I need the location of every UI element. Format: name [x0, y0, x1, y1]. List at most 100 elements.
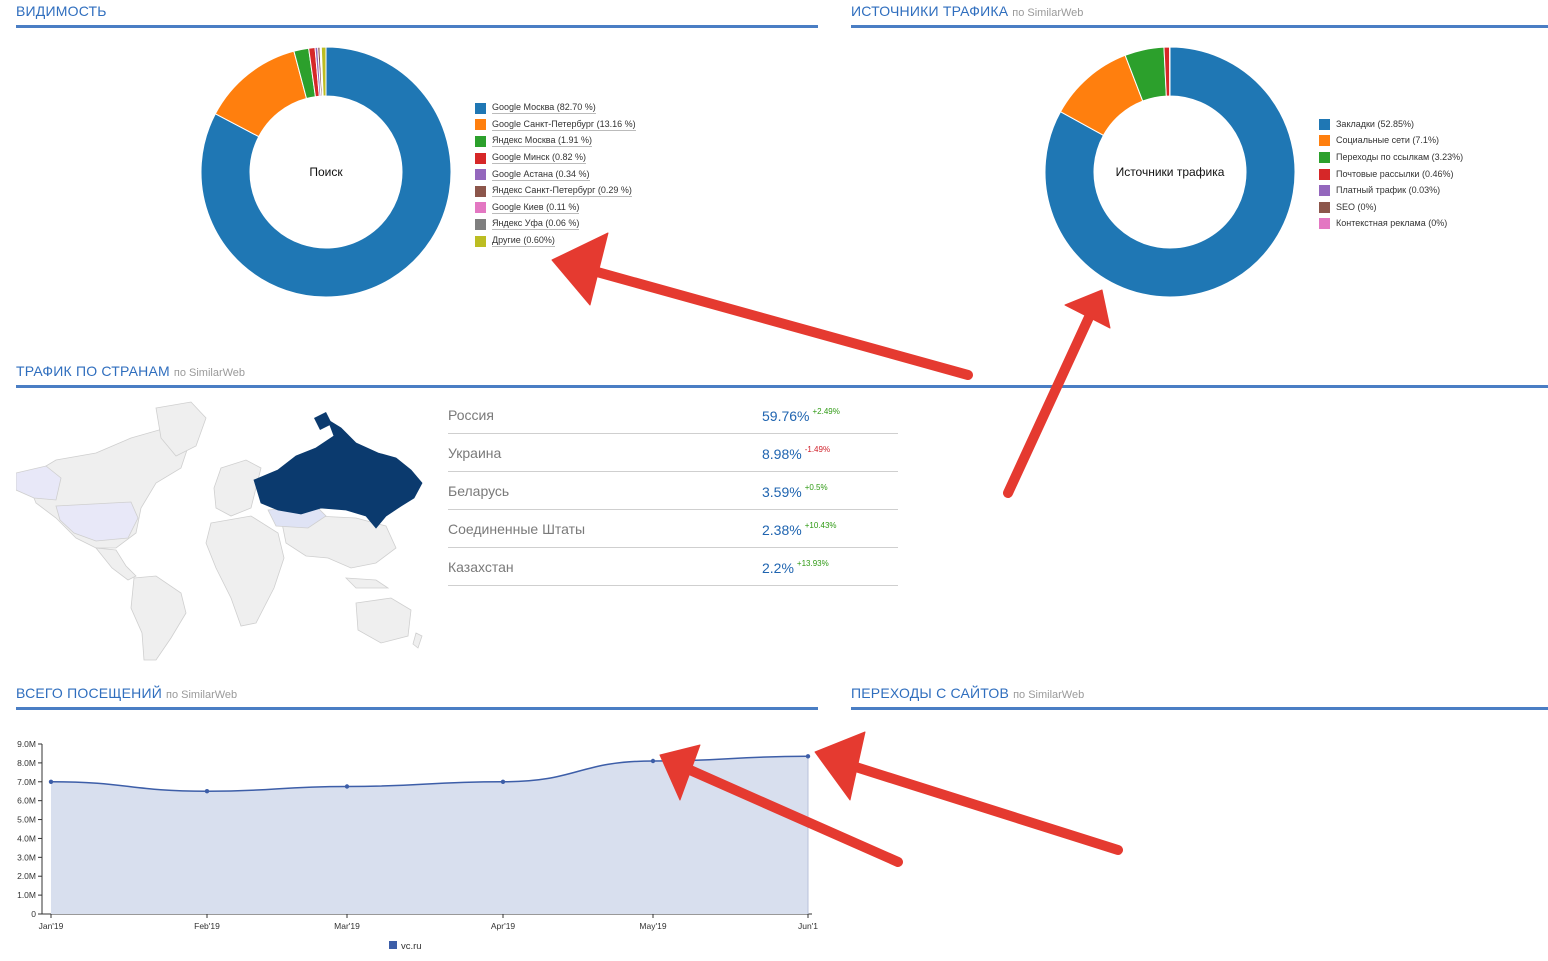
- traffic-sources-subtitle: по SimilarWeb: [1012, 7, 1084, 19]
- map-south-america: [130, 575, 187, 661]
- area-fill: [51, 756, 808, 914]
- map-russia: [253, 419, 423, 529]
- donut-slice[interactable]: [320, 46, 327, 97]
- series-legend-label[interactable]: vc.ru: [401, 941, 422, 952]
- map-asia-south: [280, 515, 397, 569]
- world-map: [16, 401, 423, 661]
- legend-label: Яндекс Уфа (0.06 %): [492, 218, 580, 231]
- legend-item[interactable]: Яндекс Уфа (0.06 %): [475, 216, 636, 233]
- legend-label: Google Киев (0.11 %): [492, 201, 580, 214]
- country-share-delta: +2.49%: [812, 407, 840, 416]
- traffic-by-country-subtitle: по SimilarWeb: [173, 367, 246, 379]
- legend-item[interactable]: SEO (0%): [1319, 199, 1463, 216]
- legend-item[interactable]: Другие (0.60%): [475, 233, 636, 250]
- referrals-header: ПЕРЕХОДЫ С САЙТОВ по SimilarWeb: [851, 685, 1548, 710]
- x-tick-label: May'19: [639, 921, 666, 931]
- legend-label: SEO (0%): [1336, 201, 1377, 212]
- legend-item[interactable]: Google Киев (0.11 %): [475, 200, 636, 217]
- country-name: Россия: [448, 407, 494, 423]
- data-point[interactable]: [650, 758, 656, 764]
- x-tick-label: Mar'19: [334, 921, 360, 931]
- visibility-header: ВИДИМОСТЬ: [16, 3, 818, 28]
- legend-label: Социальные сети (7.1%): [1336, 135, 1439, 146]
- donut-slice[interactable]: [1044, 46, 1296, 298]
- legend-label: Другие (0.60%): [492, 235, 555, 248]
- x-tick-label: Jan'19: [39, 921, 64, 931]
- legend-item[interactable]: Google Москва (82.70 %): [475, 100, 636, 117]
- referrals-subtitle: по SimilarWeb: [1013, 689, 1085, 701]
- legend-swatch: [1319, 168, 1330, 180]
- y-tick-label: 8.0M: [17, 758, 36, 768]
- map-africa: [205, 515, 285, 627]
- legend-item[interactable]: Google Минск (0.82 %): [475, 150, 636, 167]
- legend-item[interactable]: Переходы по ссылкам (3.23%): [1319, 149, 1463, 166]
- country-share-value: 8.98%: [762, 446, 802, 462]
- traffic-by-country-title: ТРАФИК ПО СТРАНАМ: [16, 363, 170, 379]
- arrow-2-shaft: [1003, 310, 1095, 498]
- legend-swatch: [475, 235, 486, 247]
- traffic-sources-legend: Закладки (52.85%) Социальные сети (7.1%) П…: [1319, 116, 1463, 232]
- x-tick-label: Feb'19: [194, 921, 220, 931]
- search-donut-center-label: Поиск: [309, 165, 343, 179]
- data-point[interactable]: [204, 789, 210, 794]
- country-share-delta: +0.5%: [804, 483, 828, 492]
- legend-swatch: [1319, 218, 1330, 230]
- legend-item[interactable]: Закладки (52.85%): [1319, 116, 1463, 133]
- country-row: Соединенные Штаты 2.38% +10.43%: [448, 510, 898, 548]
- country-name: Беларусь: [448, 483, 510, 499]
- legend-item[interactable]: Платный трафик (0.03%): [1319, 182, 1463, 199]
- legend-item[interactable]: Яндекс Москва (1.91 %): [475, 133, 636, 150]
- country-share-value: 3.59%: [762, 484, 802, 500]
- map-australia: [355, 597, 412, 644]
- legend-label: Google Астана (0.34 %): [492, 168, 590, 181]
- map-new-zealand: [412, 632, 423, 649]
- legend-swatch: [475, 119, 486, 131]
- map-russia-island: [314, 412, 332, 430]
- traffic-sources-header: ИСТОЧНИКИ ТРАФИКА по SimilarWeb: [851, 3, 1548, 28]
- legend-item[interactable]: Яндекс Санкт-Петербург (0.29 %): [475, 183, 636, 200]
- legend-item[interactable]: Социальные сети (7.1%): [1319, 133, 1463, 150]
- legend-label: Закладки (52.85%): [1336, 118, 1414, 129]
- legend-label: Яндекс Москва (1.91 %): [492, 135, 593, 148]
- donut-slice[interactable]: [200, 46, 452, 298]
- legend-swatch: [475, 135, 486, 147]
- data-point[interactable]: [500, 779, 506, 784]
- country-share-delta: +10.43%: [804, 521, 837, 530]
- map-usa: [55, 501, 139, 542]
- y-tick-label: 4.0M: [17, 833, 36, 843]
- country-share-value: 2.2%: [762, 560, 794, 576]
- data-point[interactable]: [805, 754, 811, 759]
- legend-item[interactable]: Google Астана (0.34 %): [475, 166, 636, 183]
- y-tick-label: 2.0M: [17, 871, 36, 881]
- total-visits-area-chart: 0 1.0M 2.0M 3.0M 4.0M 5.0M 6.0M 7.0M 8.0M 9.0M Jan…: [17, 739, 818, 952]
- traffic-sources-title: ИСТОЧНИКИ ТРАФИКА: [851, 3, 1009, 19]
- legend-swatch: [475, 202, 486, 214]
- y-tick-label: 9.0M: [17, 739, 36, 749]
- country-row: Россия 59.76% +2.49%: [448, 396, 898, 434]
- legend-swatch: [1319, 151, 1330, 163]
- legend-label: Контекстная реклама (0%): [1336, 218, 1448, 229]
- x-tick-label: Jun'1: [798, 921, 818, 931]
- country-share-delta: -1.49%: [804, 445, 831, 454]
- country-table: Россия 59.76% +2.49% Украина 8.98% -1.49% Бела…: [448, 396, 898, 586]
- legend-swatch: [475, 169, 486, 181]
- search-donut-legend: Google Москва (82.70 %) Google Санкт-Пете…: [475, 100, 636, 249]
- y-tick-label: 1.0M: [17, 890, 36, 900]
- country-name: Казахстан: [448, 559, 514, 575]
- legend-label: Почтовые рассылки (0.46%): [1336, 168, 1454, 179]
- data-point[interactable]: [344, 784, 350, 789]
- country-share-value: 59.76%: [762, 408, 810, 424]
- legend-item[interactable]: Google Санкт-Петербург (13.16 %): [475, 117, 636, 134]
- legend-item[interactable]: Контекстная реклама (0%): [1319, 216, 1463, 233]
- arrow-1-shaft: [585, 265, 973, 380]
- map-europe: [213, 459, 262, 517]
- referrals-title: ПЕРЕХОДЫ С САЙТОВ: [851, 685, 1010, 701]
- legend-item[interactable]: Почтовые рассылки (0.46%): [1319, 166, 1463, 183]
- search-donut-chart: [200, 46, 452, 298]
- data-point[interactable]: [48, 779, 54, 784]
- country-share: 2.2% +13.93%: [762, 559, 829, 576]
- country-row: Украина 8.98% -1.49%: [448, 434, 898, 472]
- traffic-sources-donut-center-label: Источники трафика: [1115, 165, 1225, 179]
- legend-swatch: [475, 152, 486, 164]
- country-share-delta: +13.93%: [796, 559, 829, 568]
